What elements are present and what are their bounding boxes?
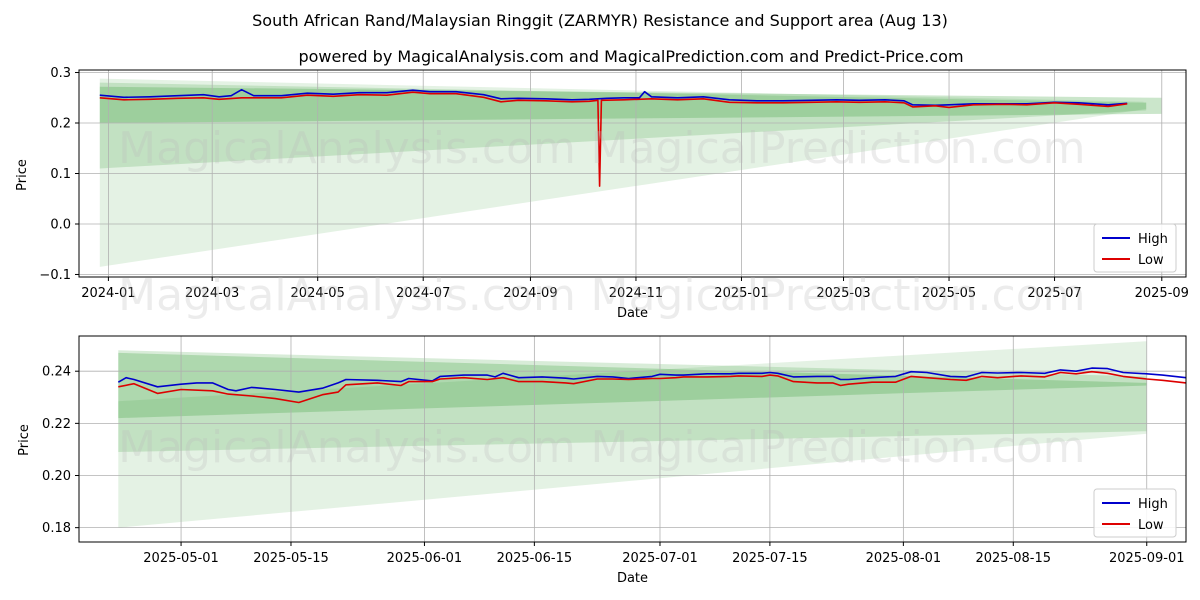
top-y-tick-label: −0.1	[39, 268, 71, 283]
watermark-layer: MagicalAnalysis.com MagicalPrediction.co…	[118, 123, 1085, 473]
top-x-tick-label: 2024-07	[396, 286, 450, 301]
bottom-x-tick-label: 2025-07-15	[732, 551, 808, 566]
top-y-tick-label: 0.3	[50, 66, 71, 81]
top-x-tick-label: 2025-01	[714, 286, 768, 301]
bottom-y-axis-label: Price	[17, 424, 32, 456]
top-series-low-line	[99, 91, 1128, 187]
bottom-y-tick-label: 0.22	[42, 417, 71, 432]
top-y-axis-label: Price	[15, 159, 30, 191]
top-x-axis-label: Date	[617, 306, 648, 321]
watermark-magicalanalysis-2: MagicalAnalysis.com	[118, 270, 576, 321]
watermark-magicalanalysis-3: MagicalAnalysis.com	[118, 422, 576, 473]
bottom-series-low-line	[118, 370, 1187, 404]
bottom-legend-low-label: Low	[1138, 518, 1164, 533]
bottom-y-tick-label: 0.20	[42, 469, 71, 484]
watermark-magicalanalysis: MagicalAnalysis.com	[118, 123, 576, 174]
bottom-series-high-line	[117, 367, 1187, 393]
bottom-x-axis-label: Date	[617, 571, 648, 586]
top-y-tick-label: 0.1	[50, 167, 71, 182]
bottom-y-tick-label: 0.18	[42, 521, 71, 536]
top-y-tick-label: 0.0	[50, 217, 71, 232]
watermark-magicalprediction-3: MagicalPrediction.com	[591, 422, 1086, 473]
bottom-support-resistance-band	[118, 350, 1147, 452]
top-series-high-line	[99, 88, 1128, 107]
top-support-resistance-band	[99, 86, 1162, 123]
bottom-x-tick-label: 2025-08-15	[975, 551, 1051, 566]
top-x-tick-label: 2025-09	[1135, 286, 1189, 301]
top-x-tick-label: 2024-09	[503, 286, 557, 301]
watermark-magicalprediction: MagicalPrediction.com	[591, 123, 1086, 174]
top-legend-low-label: Low	[1138, 253, 1164, 268]
bottom-support-resistance-band	[118, 341, 1147, 528]
bottom-chart-panel: 2025-05-01 2025-05-15 2025-06-01 2025-06-15…	[17, 335, 1187, 586]
top-x-tick-label: 2024-05	[291, 286, 345, 301]
bottom-x-tick-label: 2025-06-15	[497, 551, 573, 566]
watermark-magicalprediction-2: MagicalPrediction.com	[591, 270, 1086, 321]
top-chart-panel: 2024-01 2024-03 2024-05 2024-07 2024-09 2024-…	[15, 66, 1189, 321]
top-x-tick-label: 2024-03	[185, 286, 239, 301]
bottom-x-tick-label: 2025-05-01	[143, 551, 219, 566]
top-x-tick-label: 2025-03	[816, 286, 870, 301]
chart-subtitle: powered by MagicalAnalysis.com and Magic…	[298, 47, 963, 66]
bottom-x-tick-label: 2025-08-01	[866, 551, 942, 566]
top-x-tick-label: 2024-11	[609, 286, 663, 301]
top-x-tick-label: 2025-05	[922, 286, 976, 301]
bottom-x-tick-label: 2025-05-15	[253, 551, 329, 566]
top-x-tick-label: 2024-01	[81, 286, 135, 301]
top-legend-high-label: High	[1138, 232, 1168, 247]
bottom-x-tick-label: 2025-09-01	[1109, 551, 1185, 566]
bottom-legend-high-label: High	[1138, 497, 1168, 512]
top-y-tick-label: 0.2	[50, 117, 71, 132]
chart-title: South African Rand/Malaysian Ringgit (ZA…	[252, 11, 948, 30]
top-support-resistance-band	[99, 78, 1147, 267]
bottom-x-tick-label: 2025-06-01	[387, 551, 463, 566]
top-x-tick-label: 2025-07	[1027, 286, 1081, 301]
top-support-resistance-band	[99, 82, 1147, 169]
bottom-x-tick-label: 2025-07-01	[622, 551, 698, 566]
bottom-support-resistance-band	[118, 352, 1147, 419]
bottom-y-tick-label: 0.24	[42, 365, 71, 380]
bottom-plot-frame	[78, 335, 1187, 543]
